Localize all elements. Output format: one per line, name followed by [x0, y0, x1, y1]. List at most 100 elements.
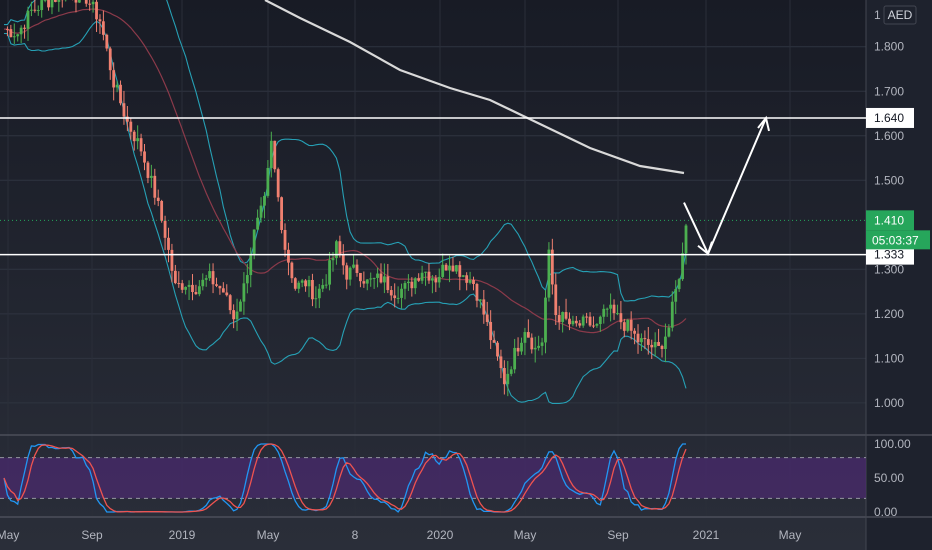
candle-body [681, 253, 684, 280]
candle-body [311, 279, 314, 300]
candle-body [667, 327, 671, 337]
candle-body [173, 270, 177, 284]
candle-body [677, 279, 681, 290]
x-axis: May Sep 2019 May 8 2020 May Sep 2021 May [0, 528, 801, 542]
candle-body [259, 205, 263, 218]
candle-body [468, 280, 472, 283]
candle-body [588, 316, 592, 326]
candle-body [50, 0, 54, 8]
candle-body [430, 278, 434, 281]
candle-body [475, 283, 479, 301]
candle-body [269, 140, 273, 168]
x-tick-label: 2019 [169, 528, 196, 542]
candle-body [122, 103, 126, 117]
candle-body [550, 249, 554, 285]
candle-body [249, 255, 253, 276]
candle-body [499, 356, 503, 369]
y-tick-label: 1.200 [874, 307, 904, 321]
upper-band [4, 0, 687, 302]
candle-body [574, 320, 578, 324]
candle-body [544, 297, 547, 343]
stoch-d-line [3, 443, 687, 513]
level-badge [866, 107, 914, 128]
candle-body [568, 318, 571, 325]
candle-body [640, 338, 643, 343]
candle-body [300, 280, 304, 283]
candle-body [629, 319, 633, 331]
candle-body [393, 295, 397, 299]
candle-body [506, 373, 510, 385]
stoch-tick-label: 0.00 [874, 505, 898, 519]
level-badge-label: 1.333 [874, 248, 904, 262]
candle-body [54, 0, 57, 2]
candle-body [57, 0, 61, 2]
candle-body [328, 260, 331, 285]
candle-body [441, 264, 445, 277]
candle-body [125, 116, 129, 122]
level-badge-label: 1.640 [874, 111, 904, 125]
candle-body [283, 229, 287, 250]
candle-body [245, 275, 249, 284]
candle-body [263, 195, 266, 206]
candle-body [657, 341, 660, 346]
candle-body [221, 288, 225, 293]
x-tick-label: May [514, 528, 537, 542]
candle-body [290, 262, 294, 279]
candle-body [664, 336, 667, 349]
candle-body [653, 341, 657, 348]
candle-body [132, 131, 136, 142]
lower-band [3, 20, 687, 404]
x-tick-label: Sep [81, 528, 103, 542]
candle-body [280, 197, 283, 230]
candle-body [454, 265, 458, 272]
projection-arrow[interactable] [683, 115, 770, 257]
candle-body [112, 70, 116, 88]
candle-body [489, 321, 493, 341]
candle-body [108, 48, 112, 71]
candle-body [153, 175, 157, 198]
candle-body [660, 345, 664, 349]
candle-body [307, 279, 311, 287]
candle-body [287, 249, 290, 263]
horizontal-levels[interactable] [0, 117, 866, 256]
candle-body [359, 272, 362, 282]
y-tick-label: 1.700 [874, 84, 904, 98]
candle-body [684, 225, 688, 254]
candle-body [314, 298, 318, 300]
x-tick-label: May [779, 528, 802, 542]
candle-body [434, 278, 438, 283]
candle-body [91, 1, 95, 5]
candle-body [520, 342, 523, 352]
candle-body [537, 345, 541, 348]
candle-body [424, 271, 427, 273]
candle-body [77, 0, 81, 3]
ma-long-line [264, 0, 685, 175]
candle-body [564, 312, 568, 319]
candle-body [156, 197, 160, 202]
candle-body [273, 140, 277, 170]
x-tick-label: May [0, 528, 19, 542]
candle-body [177, 283, 181, 285]
currency-badge [883, 5, 917, 25]
candle-body [297, 282, 301, 289]
candle-body [485, 314, 489, 322]
candle-body [26, 10, 30, 29]
candle-body [47, 0, 50, 8]
candle-body [95, 1, 98, 20]
candle-body [437, 276, 441, 283]
candle-body [420, 272, 424, 281]
candle-body [201, 279, 205, 287]
candle-body [362, 281, 366, 284]
candle-body [605, 308, 609, 310]
candle-body [448, 265, 451, 271]
candle-body [40, 0, 44, 11]
candle-body [218, 285, 222, 289]
candle-body [643, 338, 647, 340]
candle-body [379, 273, 383, 283]
candle-body [636, 333, 640, 343]
candle-body [341, 254, 345, 266]
candle-body [119, 84, 122, 104]
